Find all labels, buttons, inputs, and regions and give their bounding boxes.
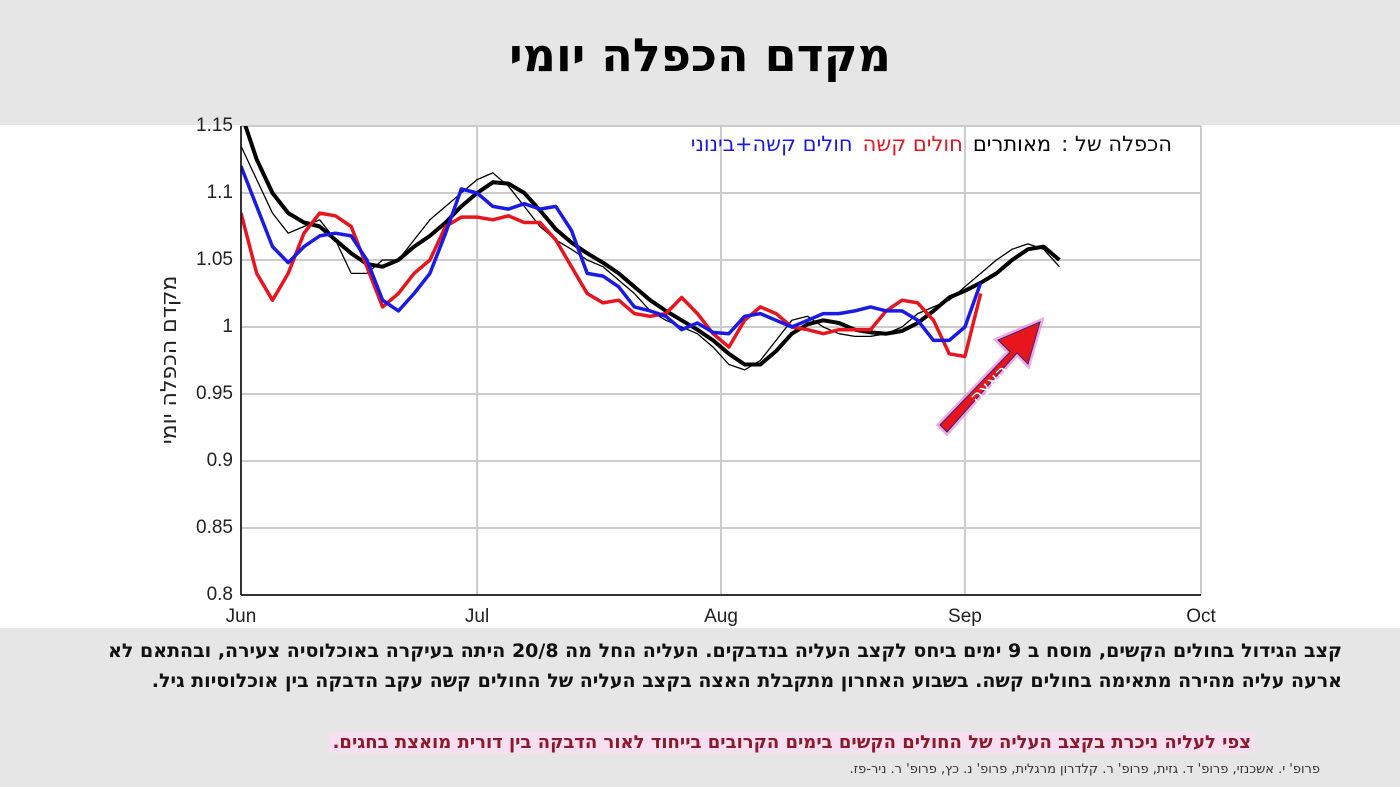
x-tick-label: Sep (948, 606, 982, 627)
x-tick-label: Jun (226, 606, 257, 627)
x-tick-label: Oct (1186, 606, 1216, 627)
y-tick-label: 0.9 (207, 450, 233, 471)
series-line (241, 165, 983, 343)
y-tick-label: 1.15 (196, 115, 233, 136)
legend-entry: מאותרים (972, 132, 1052, 156)
paragraph: קצב הגידול בחולים הקשים, מוסח ב 9 ימים ב… (108, 640, 1342, 692)
header: מקדם הכפלה יומי (0, 0, 1400, 125)
series-line (243, 126, 1061, 367)
x-tick-label: Aug (704, 606, 738, 627)
y-tick-label: 0.85 (196, 517, 233, 538)
credit: פרופ' י. אשכנזי, פרופ' ד. גזית, פרופ' ר.… (849, 762, 1321, 777)
legend-entry: חולים קשה+בינוני (690, 132, 853, 156)
y-tick-label: 1.05 (196, 249, 233, 270)
legend-title: הכפלה של : (1061, 132, 1172, 156)
y-tick-label: 0.8 (207, 584, 233, 605)
y-axis-label: מקדם הכפלה יומי (157, 276, 182, 445)
footer: קצב הגידול בחולים הקשים, מוסח ב 9 ימים ב… (0, 628, 1400, 787)
highlight: צפי לעליה ניכרת בקצב העליה של החולים הקש… (328, 732, 1255, 753)
x-tick-label: Jul (465, 606, 489, 627)
title: מקדם הכפלה יומי (509, 28, 891, 82)
y-tick-label: 1.1 (207, 182, 233, 203)
y-tick-label: 1 (222, 316, 233, 337)
arrow (935, 316, 1045, 437)
series-line (241, 211, 983, 359)
y-tick-label: 0.95 (196, 383, 233, 404)
legend: הכפלה של : מאותרים חולים קשה חולים קשה+בינו… (681, 132, 1172, 156)
legend-entry: חולים קשה (862, 132, 963, 156)
